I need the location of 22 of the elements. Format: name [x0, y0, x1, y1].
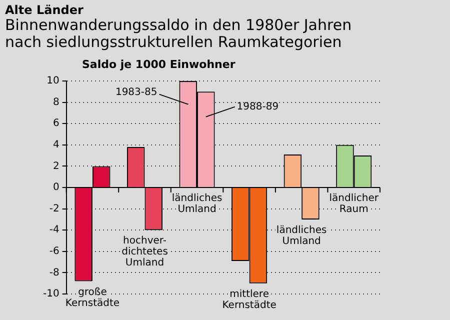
text: 1983-85: [115, 86, 158, 98]
y-tick-label: 2: [52, 160, 60, 172]
y-tick-label: 8: [52, 96, 60, 108]
y-tick-label: 10: [46, 76, 60, 87]
chart-subtitle: Alte Länder: [5, 3, 84, 17]
x-tick-label: mittlere Kernstädte: [222, 288, 276, 311]
x-tick-label: ländliches Umland: [276, 225, 327, 248]
text: 1988-89: [236, 101, 279, 112]
y-tick-label: 0: [52, 182, 60, 194]
y-tick-label: 6: [52, 118, 60, 130]
y-tick-label: -10: [42, 288, 60, 300]
y-tick-label: 4: [52, 139, 60, 150]
x-tick-label: ländlicher Raum: [329, 193, 380, 216]
x-tick-label: große Kernstädte: [65, 286, 120, 309]
chart-title: Binnenwanderungssaldo in den 1980er Jahren nach siedlungsstrukturellen Raumkategorien: [5, 16, 353, 51]
y-tick-label: -8: [49, 267, 60, 278]
y-axis-title: Saldo je 1000 Einwohner: [82, 58, 236, 71]
y-tick-label: -6: [49, 246, 60, 257]
x-tick-label: hochver- dichtetes Umland: [122, 236, 168, 269]
x-tick-label: ländliches Umland: [172, 193, 222, 216]
y-tick-label: -2: [49, 203, 60, 214]
y-tick-label: -4: [49, 224, 60, 236]
